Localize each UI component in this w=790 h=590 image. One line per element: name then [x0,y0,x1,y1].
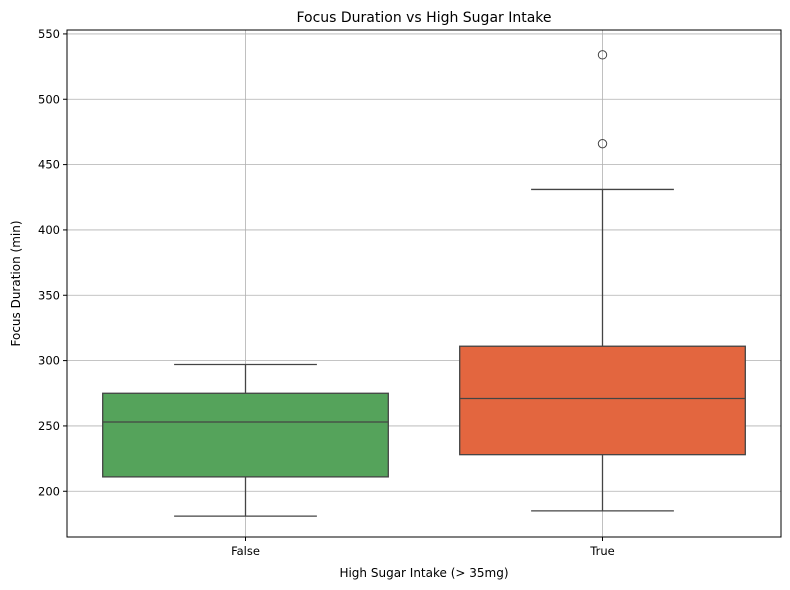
chart-title: Focus Duration vs High Sugar Intake [296,10,551,26]
y-tick-label: 200 [38,484,60,498]
y-tick-label: 500 [38,92,60,106]
box-elements [102,50,746,517]
y-tick-label: 400 [38,223,60,237]
x-tick-label: True [589,544,614,558]
y-tick-label: 450 [38,158,60,172]
y-axis-label: Focus Duration (min) [9,220,23,346]
y-tick-label: 300 [38,354,60,368]
plot-frame [66,29,782,538]
y-tick-label: 550 [38,27,60,41]
iqr-box [102,392,389,478]
iqr-box [459,345,746,456]
x-tick-label: False [231,544,260,558]
outlier-point [597,50,608,60]
y-tick-label: 350 [38,288,60,302]
axis-ticks: 200 250 300 350 400 450 500 550 False True [38,27,615,558]
box-false [102,363,389,517]
outlier-point [597,138,608,149]
y-tick-label: 250 [38,419,60,433]
box-true [459,50,746,512]
x-axis-label: High Sugar Intake (> 35mg) [339,566,508,580]
